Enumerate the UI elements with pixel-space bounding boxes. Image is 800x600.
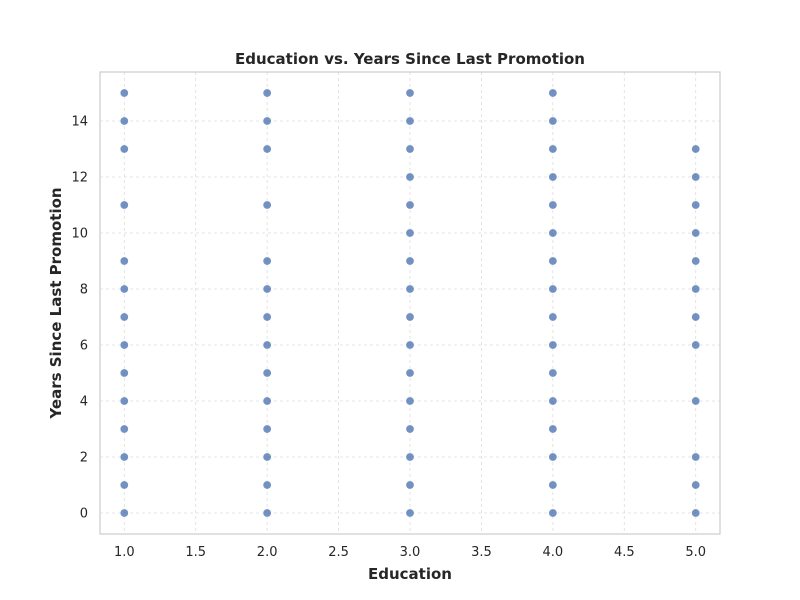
data-point bbox=[691, 480, 701, 490]
data-point bbox=[405, 228, 415, 238]
data-point bbox=[262, 144, 272, 154]
y-tick-label: 10 bbox=[71, 227, 88, 242]
data-point bbox=[119, 116, 129, 126]
data-point bbox=[548, 396, 558, 406]
data-point bbox=[405, 508, 415, 518]
data-point bbox=[548, 144, 558, 154]
x-tick-label: 2.0 bbox=[257, 545, 278, 560]
x-tick-label: 3.0 bbox=[400, 545, 421, 560]
y-tick-label: 4 bbox=[80, 395, 88, 410]
x-tick-label: 1.0 bbox=[114, 545, 135, 560]
data-point bbox=[548, 452, 558, 462]
x-axis-label: Education bbox=[368, 565, 452, 583]
data-point bbox=[548, 116, 558, 126]
data-point bbox=[691, 312, 701, 322]
data-point bbox=[405, 88, 415, 98]
data-point bbox=[405, 116, 415, 126]
data-point bbox=[691, 200, 701, 210]
data-point bbox=[548, 340, 558, 350]
data-point bbox=[119, 88, 129, 98]
data-point bbox=[405, 172, 415, 182]
x-tick-label: 5.0 bbox=[685, 545, 706, 560]
data-point bbox=[119, 200, 129, 210]
y-tick-label: 0 bbox=[80, 507, 88, 522]
data-point bbox=[262, 452, 272, 462]
data-point bbox=[405, 424, 415, 434]
data-point bbox=[262, 340, 272, 350]
x-tick-label: 1.5 bbox=[185, 545, 206, 560]
chart-title: Education vs. Years Since Last Promotion bbox=[235, 50, 585, 68]
y-tick-label: 12 bbox=[71, 171, 88, 186]
data-point bbox=[405, 284, 415, 294]
data-point bbox=[405, 368, 415, 378]
y-tick-label: 14 bbox=[71, 115, 88, 130]
data-point bbox=[548, 88, 558, 98]
data-point bbox=[405, 452, 415, 462]
data-point bbox=[548, 368, 558, 378]
data-point bbox=[262, 368, 272, 378]
data-point bbox=[119, 396, 129, 406]
data-point bbox=[548, 312, 558, 322]
data-point bbox=[119, 452, 129, 462]
data-point bbox=[119, 256, 129, 266]
x-tick-label: 3.5 bbox=[471, 545, 492, 560]
y-tick-label: 6 bbox=[80, 339, 88, 354]
y-tick-label: 2 bbox=[80, 451, 88, 466]
data-point bbox=[691, 172, 701, 182]
data-points bbox=[119, 88, 701, 518]
data-point bbox=[405, 200, 415, 210]
data-point bbox=[119, 480, 129, 490]
data-point bbox=[262, 312, 272, 322]
data-point bbox=[119, 312, 129, 322]
data-point bbox=[405, 144, 415, 154]
data-point bbox=[405, 480, 415, 490]
data-point bbox=[691, 256, 701, 266]
x-tick-label: 4.0 bbox=[543, 545, 564, 560]
data-point bbox=[691, 452, 701, 462]
data-point bbox=[548, 200, 558, 210]
y-axis-label: Years Since Last Promotion bbox=[47, 187, 65, 419]
data-point bbox=[119, 340, 129, 350]
y-axis-ticks: 0 2 4 6 8 10 12 14 bbox=[71, 115, 88, 522]
data-point bbox=[262, 256, 272, 266]
data-point bbox=[691, 340, 701, 350]
data-point bbox=[548, 172, 558, 182]
data-point bbox=[548, 508, 558, 518]
data-point bbox=[691, 284, 701, 294]
data-point bbox=[262, 396, 272, 406]
data-point bbox=[548, 424, 558, 434]
data-point bbox=[119, 368, 129, 378]
data-point bbox=[119, 508, 129, 518]
data-point bbox=[548, 284, 558, 294]
x-tick-label: 2.5 bbox=[328, 545, 349, 560]
data-point bbox=[262, 116, 272, 126]
data-point bbox=[262, 284, 272, 294]
data-point bbox=[691, 508, 701, 518]
data-point bbox=[262, 88, 272, 98]
data-point bbox=[405, 256, 415, 266]
data-point bbox=[548, 228, 558, 238]
x-axis-ticks: 1.0 1.5 2.0 2.5 3.0 3.5 4.0 4.5 5.0 bbox=[114, 545, 706, 560]
y-tick-label: 8 bbox=[80, 283, 88, 298]
data-point bbox=[119, 284, 129, 294]
data-point bbox=[691, 396, 701, 406]
data-point bbox=[548, 480, 558, 490]
data-point bbox=[262, 200, 272, 210]
data-point bbox=[405, 340, 415, 350]
data-point bbox=[262, 508, 272, 518]
data-point bbox=[691, 228, 701, 238]
data-point bbox=[691, 144, 701, 154]
data-point bbox=[548, 256, 558, 266]
data-point bbox=[405, 312, 415, 322]
data-point bbox=[119, 144, 129, 154]
data-point bbox=[262, 480, 272, 490]
data-point bbox=[119, 424, 129, 434]
data-point bbox=[405, 396, 415, 406]
grid-lines bbox=[100, 72, 720, 534]
data-point bbox=[262, 424, 272, 434]
x-tick-label: 4.5 bbox=[614, 545, 635, 560]
plot-frame bbox=[99, 71, 721, 535]
